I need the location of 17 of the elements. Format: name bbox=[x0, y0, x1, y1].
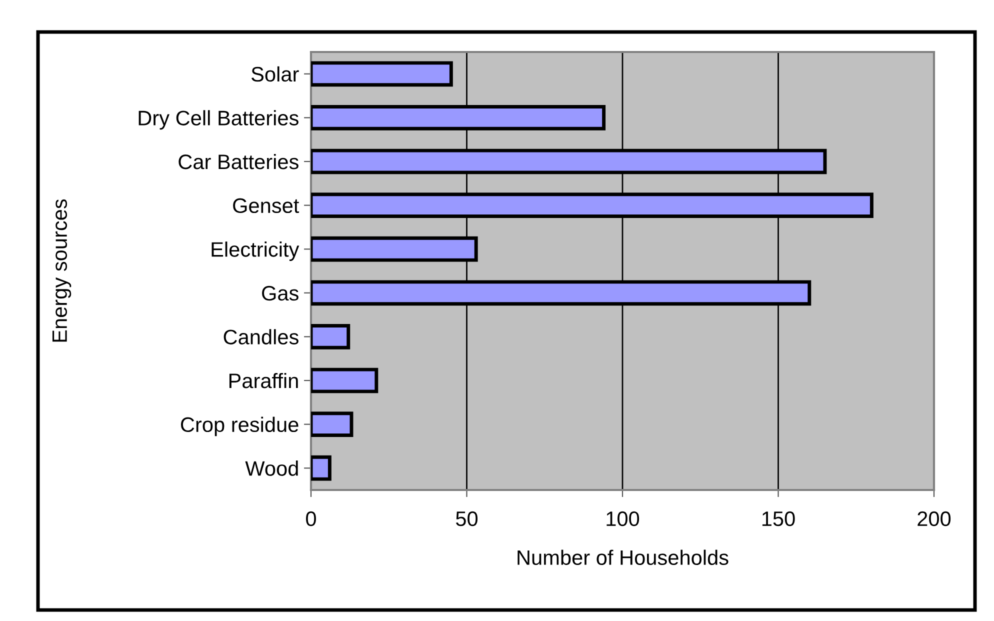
y-tick-label: Genset bbox=[233, 198, 300, 214]
y-tick-label: Crop residue bbox=[180, 416, 298, 436]
x-tick-label: 150 bbox=[762, 511, 795, 526]
y-tick-label: Paraffin bbox=[229, 372, 298, 388]
x-tick-label: 200 bbox=[918, 511, 951, 526]
y-tick-label: Car Batteries bbox=[178, 154, 298, 170]
y-tick-label: Solar bbox=[252, 66, 299, 82]
x-tick-label: 0 bbox=[306, 511, 316, 526]
y-tick-label: Wood bbox=[245, 460, 298, 476]
y-tick-label: Electricity bbox=[212, 242, 300, 261]
x-tick-label: 50 bbox=[456, 511, 478, 526]
x-tick-label: 100 bbox=[606, 511, 640, 526]
y-tick-label: Gas bbox=[262, 286, 298, 301]
y-tick-label: Candles bbox=[224, 329, 298, 344]
y-tick-label: Dry Cell Batteries bbox=[138, 110, 298, 130]
x-axis-title: Number of Households bbox=[518, 550, 728, 565]
y-axis-title: Energy sources bbox=[52, 199, 72, 342]
